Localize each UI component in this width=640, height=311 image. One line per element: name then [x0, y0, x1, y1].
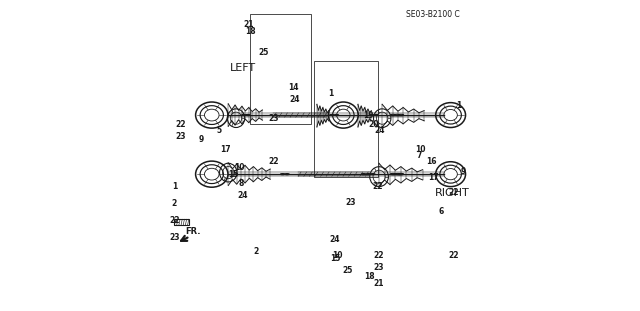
- Bar: [314, 61, 378, 177]
- Text: 10: 10: [415, 145, 426, 154]
- Text: RIGHT: RIGHT: [435, 188, 470, 198]
- Text: 24: 24: [237, 192, 248, 200]
- Text: 20: 20: [369, 120, 379, 129]
- Text: 15: 15: [228, 170, 238, 179]
- Text: 2: 2: [172, 199, 177, 208]
- Text: 16: 16: [426, 157, 436, 166]
- Text: 21: 21: [373, 279, 384, 287]
- Text: 1: 1: [328, 89, 333, 98]
- Text: 22: 22: [169, 216, 180, 225]
- Text: 24: 24: [290, 95, 300, 104]
- Text: 22: 22: [449, 188, 459, 197]
- Text: LEFT: LEFT: [230, 63, 256, 73]
- Text: 17: 17: [220, 145, 230, 154]
- Text: 22: 22: [373, 251, 384, 259]
- Bar: [250, 14, 310, 124]
- Text: 9: 9: [460, 167, 466, 175]
- Text: 14: 14: [288, 83, 299, 91]
- Text: 6: 6: [438, 207, 444, 216]
- Text: 23: 23: [268, 114, 278, 123]
- Text: 2: 2: [253, 248, 259, 256]
- Text: 23: 23: [373, 263, 384, 272]
- Text: SE03-B2100 C: SE03-B2100 C: [406, 10, 460, 19]
- Text: 10: 10: [234, 164, 244, 172]
- Text: 22: 22: [175, 120, 186, 129]
- Text: 10: 10: [332, 251, 342, 259]
- Bar: [174, 219, 189, 225]
- Text: 25: 25: [258, 49, 269, 57]
- Text: 23: 23: [346, 198, 356, 207]
- Text: 25: 25: [342, 266, 353, 275]
- Text: 23: 23: [175, 132, 186, 141]
- Text: 1: 1: [456, 101, 461, 110]
- Text: 18: 18: [246, 27, 256, 35]
- Text: 19: 19: [363, 111, 374, 119]
- Text: 18: 18: [364, 272, 374, 281]
- Text: 17: 17: [428, 173, 439, 182]
- Text: 22: 22: [268, 157, 278, 166]
- Text: 21: 21: [244, 21, 254, 29]
- Text: 5: 5: [216, 126, 221, 135]
- Text: FR.: FR.: [186, 227, 201, 236]
- Text: 24: 24: [330, 235, 340, 244]
- Text: 23: 23: [169, 234, 180, 242]
- Text: 7: 7: [417, 151, 422, 160]
- Text: 8: 8: [238, 179, 243, 188]
- Text: 15: 15: [330, 254, 340, 262]
- Text: 1: 1: [172, 182, 177, 191]
- Text: 22: 22: [449, 251, 459, 259]
- Text: 9: 9: [198, 136, 204, 144]
- Text: 24: 24: [375, 126, 385, 135]
- Text: 22: 22: [372, 182, 383, 191]
